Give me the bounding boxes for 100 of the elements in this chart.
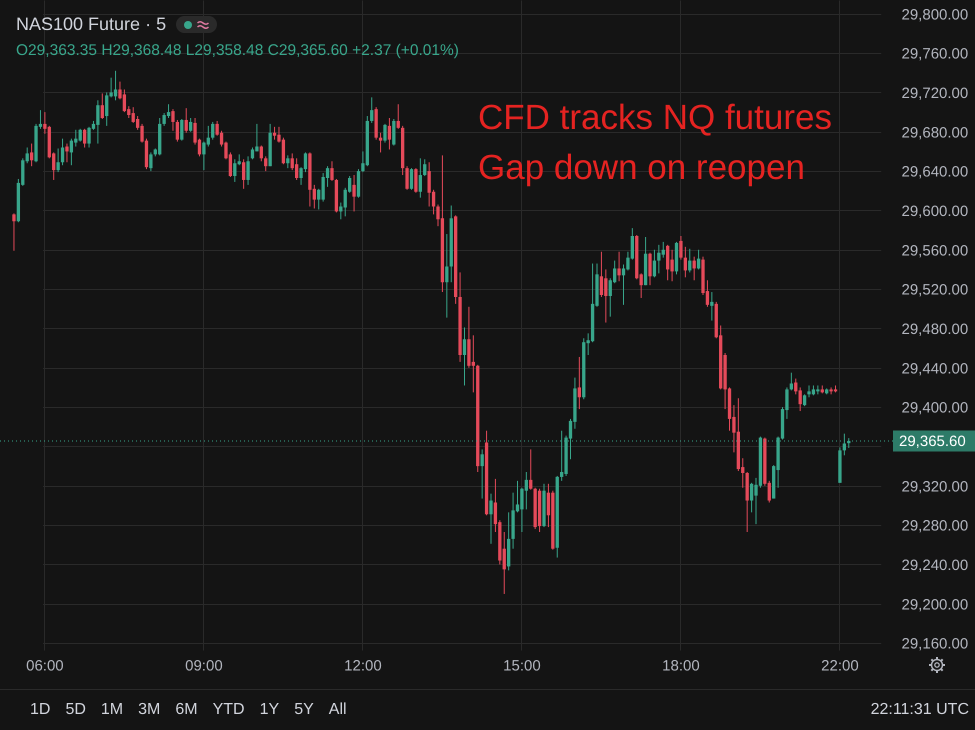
candlestick — [60, 138, 64, 166]
candlestick — [65, 143, 69, 163]
candlestick — [202, 141, 206, 171]
candlestick — [286, 154, 290, 169]
candlestick — [171, 108, 175, 132]
y-tick-label: 29,480.00 — [902, 320, 968, 338]
text: 6M — [175, 700, 198, 719]
y-tick-label: 29,280.00 — [902, 518, 968, 535]
candlestick — [149, 152, 153, 172]
candlestick — [282, 137, 286, 165]
candlestick — [529, 448, 532, 490]
x-tick-label: 18:00 — [662, 658, 700, 674]
candlestick — [524, 472, 528, 510]
candlestick — [392, 118, 396, 146]
candlestick — [56, 148, 60, 173]
text: All — [328, 700, 347, 719]
candlestick — [802, 394, 806, 407]
y-tick-label: 29,440.00 — [902, 360, 968, 378]
candlestick — [692, 256, 696, 281]
candlestick — [246, 156, 250, 186]
x-tick-label: 06:00 — [26, 658, 64, 674]
candlestick — [378, 132, 382, 153]
candlestick — [30, 143, 34, 167]
candlestick — [180, 118, 184, 142]
x-tick-label: 22:00 — [821, 658, 859, 674]
y-tick-label: 29,760.00 — [902, 46, 968, 63]
candlestick — [670, 249, 674, 282]
candlestick — [396, 104, 400, 130]
candlestick — [696, 249, 700, 270]
candlestick — [405, 166, 409, 190]
candlestick — [480, 448, 484, 500]
candlestick — [294, 158, 298, 180]
y-tick-label: 29,320.00 — [902, 478, 968, 496]
candlestick — [370, 96, 374, 124]
candlestick — [410, 168, 414, 190]
candlestick — [445, 234, 448, 318]
candlestick — [211, 121, 214, 140]
candlestick — [684, 246, 687, 278]
candlestick — [122, 88, 126, 113]
candlestick — [100, 92, 104, 120]
candlestick — [688, 248, 692, 273]
text: 5Y — [294, 700, 314, 719]
candlestick — [750, 482, 754, 513]
y-tick-label: 29,800.00 — [902, 6, 968, 24]
candlestick — [428, 162, 431, 208]
candlestick — [388, 118, 392, 150]
text: 5D — [65, 700, 86, 719]
text: NAS100 Future · 5 — [16, 13, 166, 36]
y-tick-label: 29,560.00 — [902, 242, 968, 260]
candlestick — [652, 249, 656, 278]
text: 1M — [100, 700, 124, 719]
candlestick — [414, 168, 418, 194]
candlestick — [250, 147, 254, 160]
y-tick-label: 29,240.00 — [902, 556, 968, 574]
annotation: Gap down on reopen — [478, 148, 805, 187]
y-tick-label: 29,520.00 — [902, 282, 968, 299]
y-tick-label: 29,640.00 — [902, 164, 968, 181]
text: 1Y — [260, 700, 280, 719]
annotation: CFD tracks NQ futures — [478, 98, 832, 137]
text: YTD — [212, 700, 245, 719]
y-tick-label: 29,160.00 — [902, 636, 968, 653]
x-tick-label: 12:00 — [344, 658, 382, 674]
y-tick-label: 29,200.00 — [902, 596, 968, 614]
candlestick — [666, 244, 670, 281]
candlestick — [812, 384, 816, 396]
candlestick — [176, 119, 180, 142]
candlestick — [188, 118, 192, 132]
candlestick — [330, 160, 334, 182]
text: O29,363.35 H29,368.48 L29,358.48 C29,365.60 +2.37 (+0.01%) — [16, 41, 459, 60]
candlestick — [489, 493, 493, 544]
candlestick — [472, 334, 475, 393]
candlestick — [96, 100, 100, 144]
candlestick — [790, 372, 794, 391]
text: 22:11:31 UTC — [870, 700, 969, 719]
candlestick — [242, 158, 246, 190]
candlestick — [418, 158, 422, 198]
ref-line-label: 29,365.60 — [899, 432, 966, 450]
candlestick — [162, 112, 166, 126]
candlestick — [578, 356, 581, 410]
candlestick — [260, 145, 263, 162]
y-tick-label: 29,680.00 — [902, 124, 968, 142]
x-tick-label: 15:00 — [503, 658, 541, 674]
candlestick — [807, 384, 811, 398]
candlestick — [70, 138, 74, 166]
candlestick — [423, 158, 426, 177]
candlestick — [184, 108, 188, 134]
candlestick — [114, 70, 118, 101]
candlestick — [264, 156, 268, 172]
candlestick — [648, 252, 652, 286]
candlestick — [604, 268, 608, 324]
candlestick — [12, 212, 16, 252]
candlestick — [710, 292, 714, 322]
y-tick-label: 29,720.00 — [902, 84, 968, 102]
y-tick-label: 29,600.00 — [902, 202, 968, 220]
candlestick — [617, 251, 621, 282]
text: 1D — [30, 700, 50, 719]
candlestick — [82, 128, 86, 148]
candlestick — [600, 251, 604, 298]
text: 3M — [138, 700, 160, 719]
x-tick-label: 09:00 — [185, 658, 223, 674]
